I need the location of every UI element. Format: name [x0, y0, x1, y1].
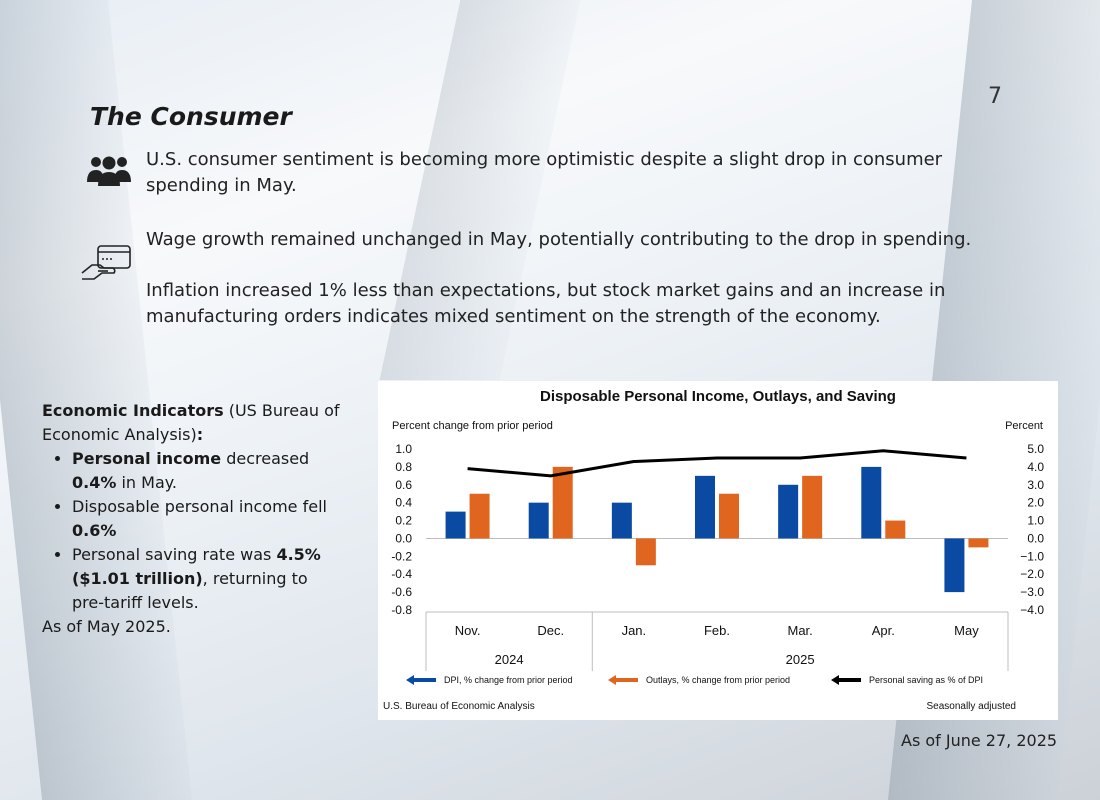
legend-label: DPI, % change from prior period [444, 675, 573, 685]
income-outlays-saving-chart: Disposable Personal Income, Outlays, and… [378, 381, 1058, 720]
y-tick-label-left: 0.8 [395, 460, 412, 474]
bar-dpi [445, 511, 466, 539]
bar-outlays [968, 538, 989, 548]
x-tick-label: Jan. [622, 623, 647, 638]
indicator-text: decreased [221, 449, 310, 468]
indicator-disposable-income: Disposable personal income fell 0.6% [72, 495, 342, 543]
y-tick-label-left: -0.6 [391, 585, 412, 599]
legend-swatch [608, 675, 638, 685]
legend-swatch [831, 675, 861, 685]
y-tick-label-right: −4.0 [1020, 603, 1044, 617]
paragraph-inflation: Inflation increased 1% less than expecta… [146, 280, 946, 327]
x-tick-label: Feb. [704, 623, 730, 638]
y-tick-label-right: −1.0 [1020, 549, 1044, 563]
y-tick-label-right: 1.0 [1027, 514, 1044, 528]
bar-dpi [695, 475, 715, 539]
people-group-icon [86, 154, 132, 188]
indicator-value: 4.5% ($1.01 trillion) [72, 545, 321, 588]
y-tick-label-right: 3.0 [1027, 478, 1044, 492]
indicators-heading: Economic Indicators (US Bureau of Econom… [42, 399, 342, 447]
y-tick-label-left: 0.2 [395, 514, 412, 528]
indicators-list: Personal income decreased 0.4% in May. D… [42, 447, 342, 615]
saving-rate-line [467, 449, 967, 478]
x-tick-label: May [954, 623, 979, 638]
indicator-label: Personal income [72, 449, 222, 468]
indicator-text: Personal saving rate was [72, 545, 277, 564]
legend-swatch [406, 675, 436, 685]
indicators-heading-colon: : [196, 425, 204, 444]
chart-ylabel-left: Percent change from prior period [392, 420, 553, 432]
y-tick-label-left: -0.4 [391, 567, 412, 581]
bar-dpi [861, 466, 882, 539]
chart-ylabel-right: Percent [1005, 420, 1043, 432]
indicators-footer: As of May 2025. [42, 617, 171, 636]
x-year-label: 2024 [495, 652, 524, 667]
y-tick-label-left: -0.8 [391, 603, 412, 617]
indicator-text: , returning to pre-tariff levels. [72, 569, 308, 612]
bar-outlays [469, 493, 490, 539]
page-title: The Consumer [90, 102, 292, 131]
bar-dpi [528, 502, 549, 539]
y-tick-label-right: −3.0 [1020, 585, 1044, 599]
indicator-text: Disposable personal income fell [72, 497, 327, 516]
bar-outlays [635, 538, 656, 566]
chart-title: Disposable Personal Income, Outlays, and… [540, 388, 896, 405]
indicators-heading-bold: Economic Indicators [42, 401, 224, 420]
chart-svg: Disposable Personal Income, Outlays, and… [383, 388, 1044, 712]
y-tick-label-left: 0.0 [395, 531, 412, 545]
x-tick-label: Apr. [872, 623, 895, 638]
bar-dpi [611, 502, 632, 539]
bar-dpi [778, 484, 799, 539]
x-tick-label: Mar. [787, 623, 812, 638]
legend-label: Personal saving as % of DPI [869, 675, 983, 685]
paragraph-sentiment: U.S. consumer sentiment is becoming more… [146, 149, 943, 196]
indicators-heading-source: (US Bureau of Economic Analysis) [42, 401, 340, 444]
x-tick-label: Nov. [455, 623, 481, 638]
chart-source: U.S. Bureau of Economic Analysis [383, 701, 535, 712]
page-number: 7 [988, 84, 1002, 109]
bar-outlays [802, 475, 823, 539]
indicator-text: in May. [116, 473, 178, 492]
y-tick-label-right: 4.0 [1027, 460, 1044, 474]
x-year-label: 2025 [786, 652, 815, 667]
economic-indicators-panel: Economic Indicators (US Bureau of Econom… [42, 399, 342, 639]
paragraph-wages: Wage growth remained unchanged in May, p… [146, 229, 972, 250]
y-tick-label-left: 0.6 [395, 478, 412, 492]
y-tick-label-right: 0.0 [1027, 531, 1044, 545]
y-tick-label-left: 0.4 [395, 496, 412, 510]
bar-outlays [719, 493, 739, 539]
as-of-date: As of June 27, 2025 [901, 731, 1058, 750]
bar-dpi [944, 538, 965, 593]
x-tick-label: Dec. [537, 623, 564, 638]
y-tick-label-right: 5.0 [1027, 442, 1044, 456]
legend-label: Outlays, % change from prior period [646, 675, 790, 685]
chart-note: Seasonally adjusted [926, 701, 1016, 712]
y-tick-label-left: 1.0 [395, 442, 412, 456]
bar-outlays [552, 466, 573, 539]
indicator-value: 0.4% [72, 473, 117, 492]
indicator-saving-rate: Personal saving rate was 4.5% ($1.01 tri… [72, 543, 342, 615]
indicator-value: 0.6% [72, 521, 117, 540]
indicator-personal-income: Personal income decreased 0.4% in May. [72, 447, 342, 495]
y-tick-label-left: -0.2 [391, 549, 412, 563]
y-tick-label-right: −2.0 [1020, 567, 1044, 581]
y-tick-label-right: 2.0 [1027, 496, 1044, 510]
hand-card-icon [80, 243, 134, 283]
bar-outlays [885, 520, 906, 539]
